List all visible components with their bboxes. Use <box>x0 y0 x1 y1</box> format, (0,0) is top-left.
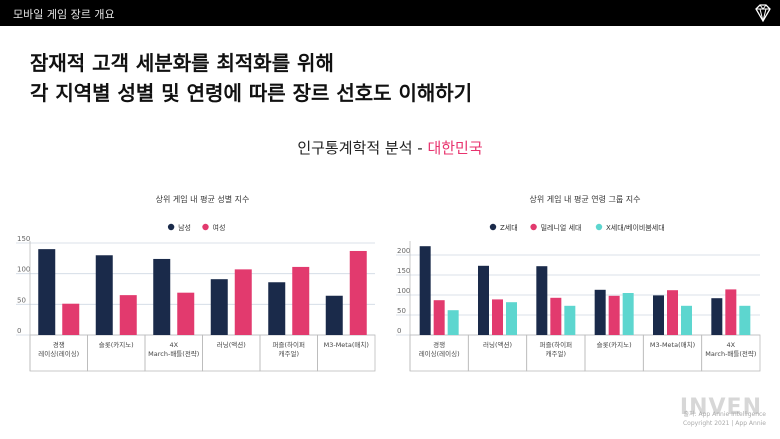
x-tick-label: 레이싱(레이싱) <box>419 349 460 358</box>
y-tick-label: 50 <box>17 296 26 304</box>
bar <box>349 250 367 335</box>
bar <box>536 266 548 335</box>
diamond-gem-icon <box>755 4 771 23</box>
x-tick-label: 레이싱(레이싱) <box>38 349 79 358</box>
bar <box>622 293 634 335</box>
x-tick-label: 경쟁 <box>53 340 65 349</box>
bar <box>608 295 620 335</box>
x-tick-label: March-배틀(전략) <box>705 349 756 358</box>
y-tick-label: 100 <box>17 266 30 274</box>
x-tick-label: 퍼즐(하이퍼 <box>273 340 305 349</box>
bar <box>153 258 171 335</box>
headline-line-1: 잠재적 고객 세분화를 최적화를 위해 <box>30 51 334 75</box>
bar <box>667 290 678 335</box>
x-tick-label: M3-Meta(매치) <box>324 340 369 349</box>
x-tick-label: 러닝(액션) <box>217 340 246 349</box>
bar <box>177 292 195 335</box>
bar <box>447 310 459 335</box>
bar <box>210 279 228 335</box>
footer-source: 출처: App Annie Intelligence <box>683 411 766 418</box>
subtitle-country: 대한민국 <box>427 139 483 157</box>
y-tick-label: 0 <box>17 327 21 335</box>
bar <box>492 299 503 335</box>
x-tick-label: 캐주얼) <box>546 349 566 358</box>
bar <box>550 297 562 335</box>
bar <box>681 305 692 335</box>
y-tick-label: 0 <box>397 327 401 335</box>
x-tick-label: 슬롯(카지노) <box>99 340 134 349</box>
y-tick-label: 100 <box>397 287 410 295</box>
bar <box>234 269 252 335</box>
x-tick-label: M3-Meta(매치) <box>650 340 695 349</box>
bar <box>95 255 113 335</box>
bar <box>419 246 431 335</box>
bar <box>594 289 606 335</box>
headline: 잠재적 고객 세분화를 최적화를 위해 각 지역별 성별 및 연령에 따른 장르… <box>30 48 750 108</box>
y-tick-label: 150 <box>17 235 30 243</box>
subtitle-text: 인구통계학적 분석 - <box>297 139 428 157</box>
legend-label: 남성 <box>178 223 191 232</box>
y-tick-label: 200 <box>397 247 410 255</box>
x-tick-label: 경쟁 <box>433 340 445 349</box>
legend-marker <box>489 223 497 231</box>
legend-label: X세대/베이비붐세대 <box>606 223 665 232</box>
x-tick-label: 러닝(액션) <box>483 340 512 349</box>
bar <box>478 265 489 335</box>
bar <box>739 305 751 335</box>
legend-label: 밀레니얼 세대 <box>541 223 582 232</box>
age-group-index-chart: 상위 게임 내 평균 연령 그룹 지수 Z세대 밀레니얼 세대 X세대/베이비붐세대 0… <box>396 194 761 372</box>
watermark: INVEN <box>679 395 762 420</box>
bar <box>325 295 343 335</box>
bar <box>725 289 737 335</box>
footer-copyright: Copyright 2021 | App Annie <box>682 420 766 427</box>
y-tick-label: 150 <box>397 267 410 275</box>
chart-title: 상위 게임 내 평균 연령 그룹 지수 <box>530 194 641 204</box>
legend-marker <box>530 223 537 231</box>
bar <box>62 303 80 335</box>
bar <box>653 295 664 335</box>
section-title: 모바일 게임 장르 개요 <box>13 8 115 21</box>
x-tick-label: 4X <box>727 341 736 349</box>
x-tick-label: 슬롯(카지노) <box>597 340 632 349</box>
x-tick-label: 캐주얼) <box>279 349 299 358</box>
bar <box>292 266 310 335</box>
bar <box>506 302 517 335</box>
bar <box>711 298 723 335</box>
x-tick-label: 4X <box>169 341 178 349</box>
bar <box>38 249 56 335</box>
legend-marker <box>167 223 175 231</box>
chart-title: 상위 게임 내 평균 성별 지수 <box>156 194 250 204</box>
legend-marker <box>202 223 209 231</box>
y-tick-label: 50 <box>397 307 406 315</box>
bar <box>119 295 137 335</box>
headline-line-2: 각 지역별 성별 및 연령에 따른 장르 선호도 이해하기 <box>30 81 473 105</box>
legend-label: 여성 <box>213 223 226 232</box>
bar <box>433 300 445 335</box>
bar <box>564 305 576 335</box>
category-cell <box>317 334 376 372</box>
legend-marker <box>595 223 603 231</box>
legend-label: Z세대 <box>500 223 518 232</box>
top-bar: 모바일 게임 장르 개요 <box>0 0 780 26</box>
footer: 출처: App Annie Intelligence Copyright 202… <box>683 410 766 428</box>
x-tick-label: March-배틀(전략) <box>148 349 199 358</box>
bar <box>268 282 286 335</box>
subtitle: 인구통계학적 분석 - 대한민국 <box>0 137 780 158</box>
x-tick-label: 퍼즐(하이퍼 <box>540 340 572 349</box>
